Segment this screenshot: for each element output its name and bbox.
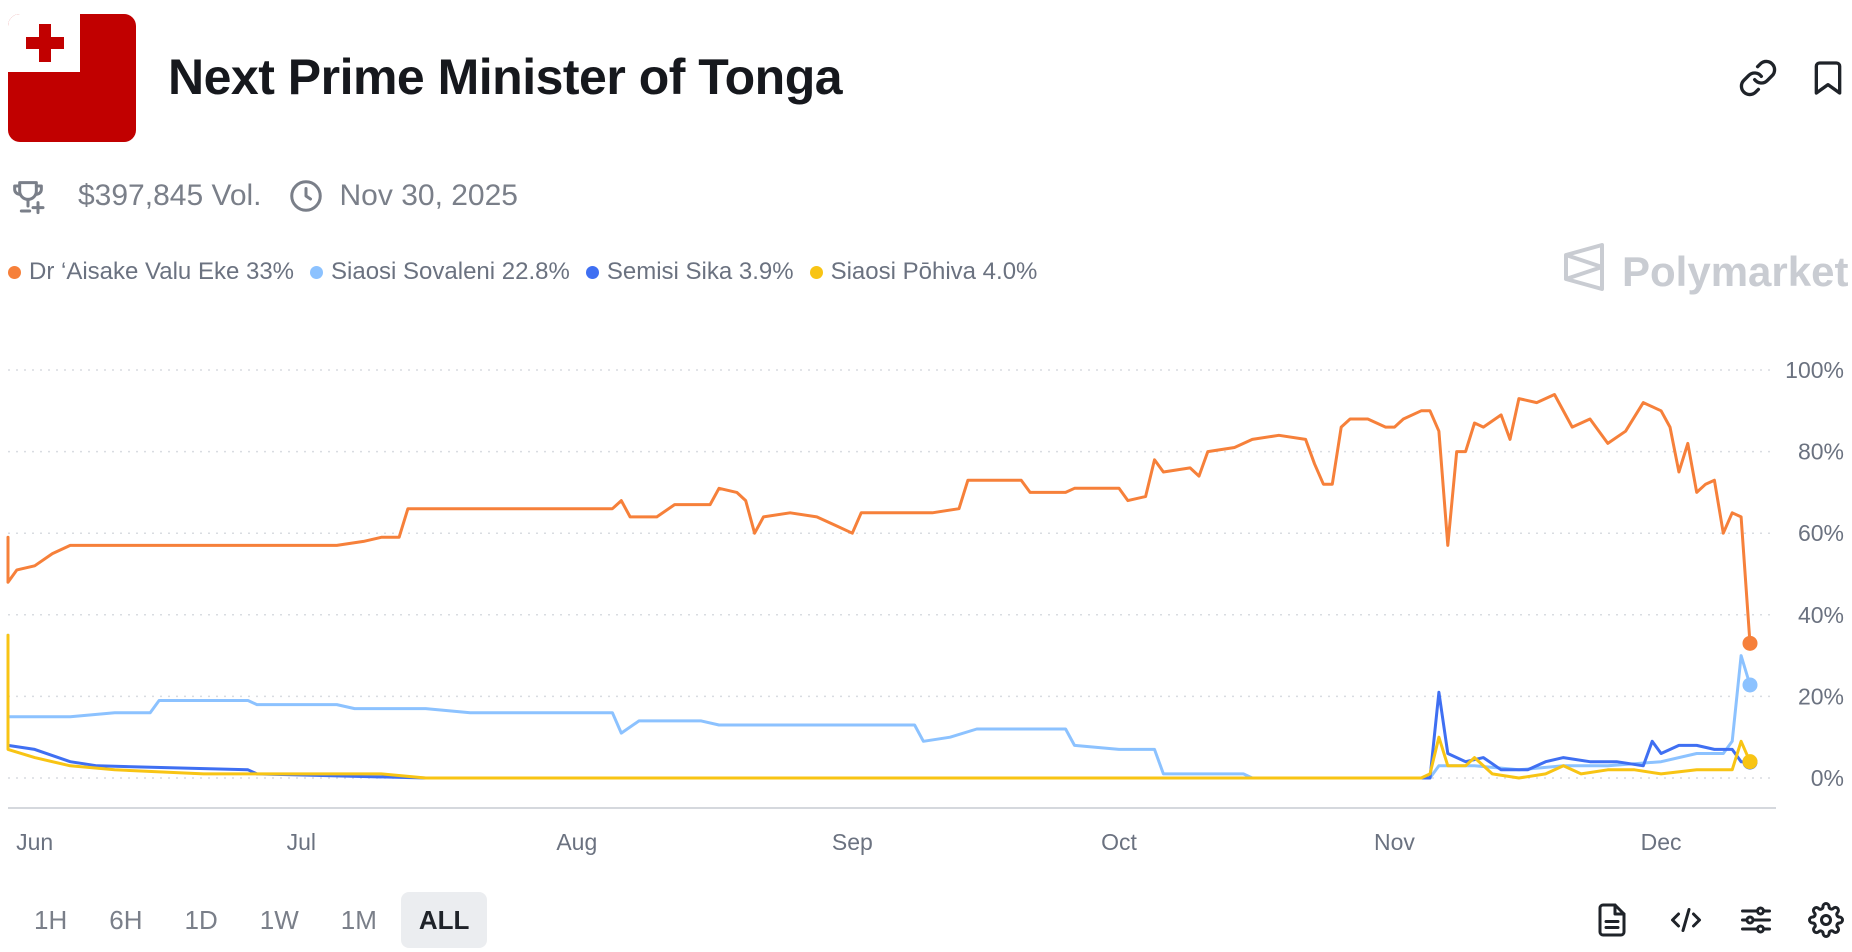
x-tick-label: Sep	[832, 829, 873, 855]
trophy-icon	[8, 176, 48, 216]
legend-dot	[809, 265, 823, 279]
x-tick-label: Aug	[556, 829, 597, 855]
range-1w-button[interactable]: 1W	[259, 904, 299, 935]
time-range-selector: 1H 6H 1D 1W 1M ALL	[16, 892, 493, 948]
chart-series	[6, 393, 1752, 780]
x-tick-label: Nov	[1374, 829, 1415, 855]
range-1d-button[interactable]: 1D	[184, 904, 218, 935]
price-history-chart[interactable]: 100% 80% 60% 40% 20% 0% Jun Jul Aug Sep Oct Nov Dec	[0, 330, 1852, 860]
clock-icon	[288, 178, 324, 214]
x-tick-label: Jul	[287, 829, 316, 855]
range-6h-button[interactable]: 6H	[109, 904, 143, 935]
brand-name: Polymarket	[1622, 248, 1849, 295]
code-icon[interactable]	[1668, 902, 1704, 938]
x-tick-label: Jun	[16, 829, 53, 855]
y-tick-label: 40%	[1798, 602, 1844, 628]
series-line	[6, 633, 1752, 780]
x-tick-label: Dec	[1641, 829, 1682, 855]
legend-label: Semisi Sika 3.9%	[606, 258, 794, 285]
gear-icon[interactable]	[1808, 902, 1844, 938]
legend-dot	[8, 265, 21, 279]
legend-item: Semisi Sika 3.9%	[585, 258, 794, 286]
y-tick-label: 60%	[1798, 520, 1844, 546]
bookmark-icon[interactable]	[1808, 58, 1848, 98]
x-axis-ticks: Jun Jul Aug Sep Oct Nov Dec	[16, 829, 1681, 855]
series-end-marker	[1742, 754, 1758, 770]
legend-item: Dr ‘Aisake Valu Eke 33%	[8, 258, 294, 286]
x-tick-label: Oct	[1101, 829, 1137, 855]
y-tick-label: 80%	[1798, 439, 1844, 465]
series-end-marker	[1742, 635, 1758, 651]
y-tick-label: 100%	[1785, 357, 1844, 383]
tonga-flag-icon	[8, 14, 136, 142]
end-date-text: Nov 30, 2025	[339, 179, 518, 212]
legend-dot	[310, 265, 324, 279]
legend-item: Siaosi Sovaleni 22.8%	[310, 258, 570, 286]
y-tick-label: 20%	[1798, 683, 1844, 709]
polymarket-logo: Polymarket	[1560, 241, 1849, 303]
legend-label: Siaosi Pōhiva 4.0%	[830, 258, 1038, 285]
series-line	[6, 633, 1752, 780]
sliders-icon[interactable]	[1738, 902, 1774, 938]
legend-label: Dr ‘Aisake Valu Eke 33%	[29, 258, 295, 285]
y-axis-ticks: 100% 80% 60% 40% 20% 0%	[1785, 357, 1844, 791]
series-line	[6, 393, 1752, 645]
series-end-marker	[1742, 677, 1758, 693]
document-icon[interactable]	[1594, 902, 1630, 938]
legend-label: Siaosi Sovaleni 22.8%	[331, 258, 570, 285]
market-meta: $397,845 Vol. Nov 30, 2025	[8, 174, 518, 218]
volume-text: $397,845 Vol.	[78, 179, 262, 212]
legend-dot	[585, 265, 599, 279]
range-1m-button[interactable]: 1M	[340, 904, 377, 935]
chart-legend: Dr ‘Aisake Valu Eke 33% Siaosi Sovaleni …	[8, 254, 1053, 290]
chart-end-markers	[1742, 635, 1758, 770]
range-all-button[interactable]: ALL	[400, 892, 488, 948]
y-tick-label: 0%	[1811, 765, 1844, 791]
link-icon[interactable]	[1738, 58, 1778, 98]
page-title: Next Prime Minister of Tonga	[168, 49, 843, 105]
polymarket-logo-icon	[1560, 241, 1608, 303]
flag-cross-horizontal	[26, 37, 64, 49]
range-1h-button[interactable]: 1H	[34, 904, 68, 935]
legend-item: Siaosi Pōhiva 4.0%	[809, 258, 1038, 286]
